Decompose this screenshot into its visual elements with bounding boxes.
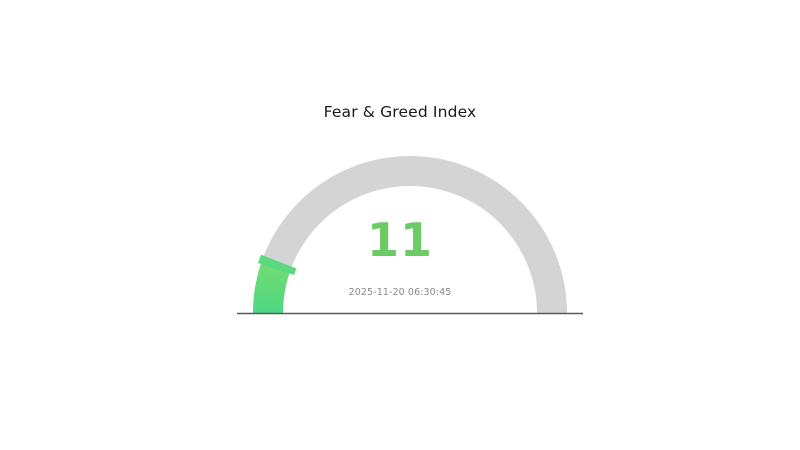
gauge-value-arc (253, 259, 291, 313)
gauge-value-readout: 11 (366, 213, 433, 267)
gauge-timestamp-readout: 2025-11-20 06:30:45 (348, 287, 452, 298)
page-title: Fear & Greed Index (323, 103, 477, 121)
gauge-pointer-notch (258, 254, 297, 275)
gauge-track (253, 156, 567, 313)
